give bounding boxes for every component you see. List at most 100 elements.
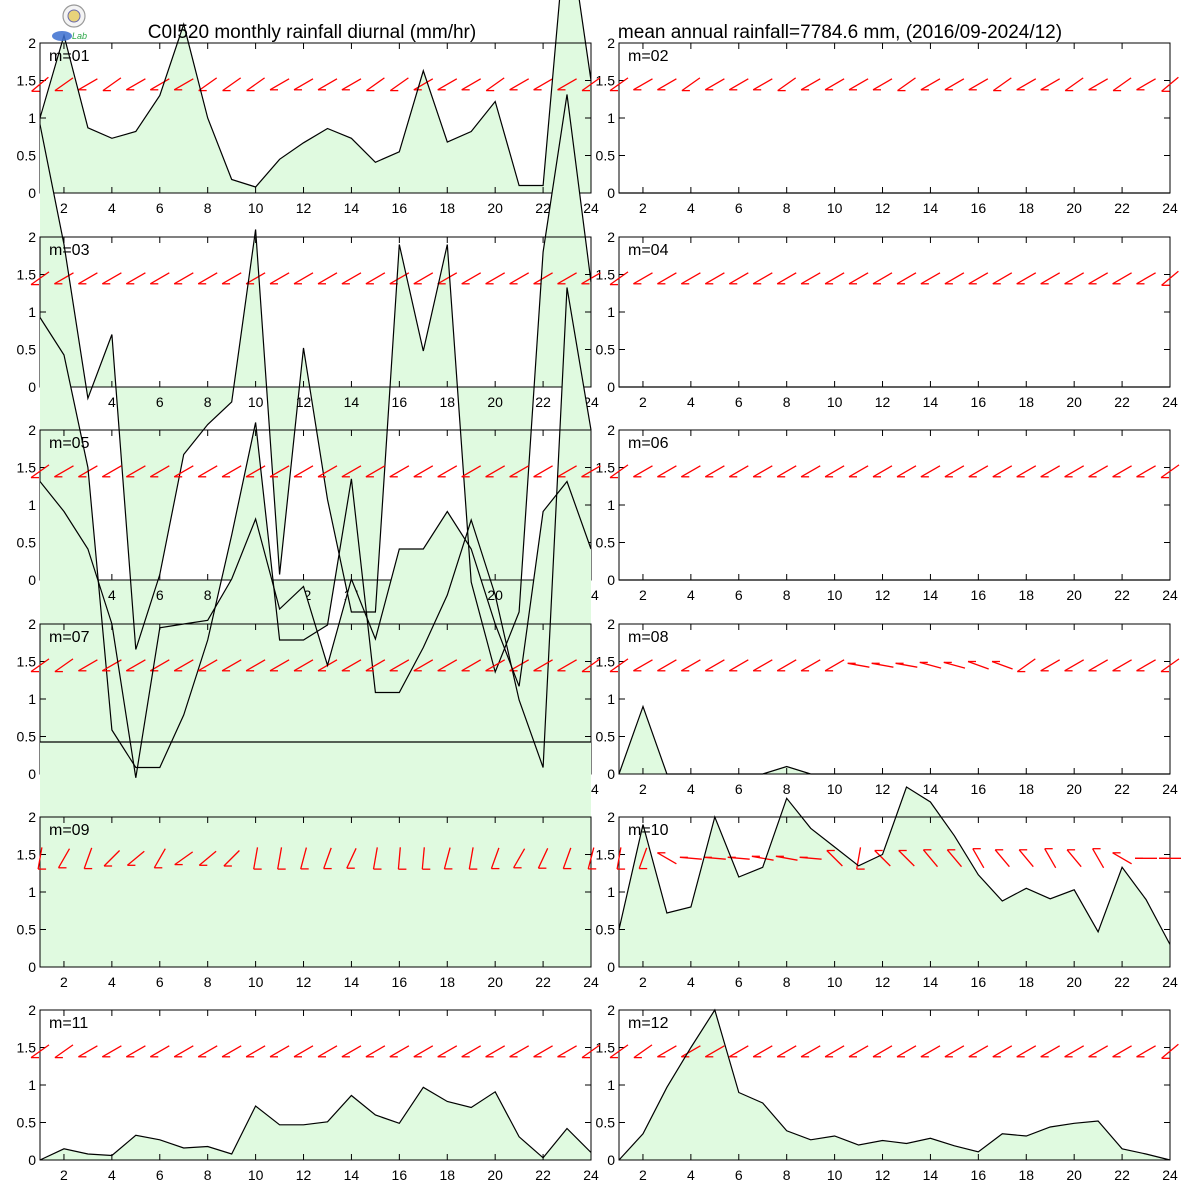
rain-line-m=03 [39,94,592,674]
wind-barb [126,850,145,866]
y-tick-label: 2 [28,229,36,245]
x-tick-label: 16 [392,394,408,410]
wind-barb [372,847,382,870]
wind-barb [1044,848,1057,869]
wind-barb [824,1045,845,1058]
rain-area-m=09 [40,742,591,967]
wind-barb [1112,272,1132,285]
wind-barb [293,1045,314,1058]
wind-barb [103,850,121,867]
wind-barb [944,1045,965,1058]
wind-barb [245,272,266,285]
panel-label: m=01 [49,48,90,65]
y-tick-label: 0.5 [596,1115,616,1131]
wind-barb [485,272,506,285]
x-tick-label: 16 [971,1167,987,1183]
wind-barb [223,850,240,867]
x-tick-label: 4 [687,587,695,603]
wind-barb [57,848,71,869]
y-tick-label: 0 [607,766,615,782]
x-tick-label: 20 [487,1167,503,1183]
wind-barb [609,77,629,92]
wind-barb [609,464,629,479]
wind-barb [509,78,530,91]
y-tick-label: 1.5 [17,267,37,283]
x-tick-label: 20 [1066,587,1082,603]
wind-barb [54,658,74,673]
wind-barb [872,1045,893,1058]
wind-barb [751,855,774,861]
wind-barb [728,1045,749,1058]
x-tick-label: 8 [783,587,791,603]
wind-barb [300,847,309,870]
rain-line-m=12 [618,1008,1171,1161]
wind-barb [468,847,478,870]
x-tick-label: 12 [875,587,891,603]
wind-barb [30,271,50,286]
panel-label: m=07 [49,629,90,646]
logo: Lab [52,4,87,41]
x-tick-label: 8 [204,394,212,410]
rain-line-m=08 [618,704,1170,775]
panel-label: m=06 [628,435,669,452]
wind-barb [197,659,218,672]
wind-barb [920,1045,941,1058]
wind-barb [293,465,314,478]
wind-barb [509,465,530,478]
x-tick-label: 22 [1114,974,1130,990]
y-tick-label: 0 [607,1152,615,1168]
wind-barb [1064,465,1085,478]
wind-barb [78,659,98,672]
wind-barb [513,848,526,869]
rain-area-m=12 [619,1010,1170,1160]
y-tick-label: 1 [607,884,615,900]
wind-barb [919,661,942,669]
x-tick-label: 22 [1114,587,1130,603]
wind-barb [824,78,845,91]
wind-barb [657,852,677,865]
wind-barb [269,272,290,285]
x-tick-label: 24 [1162,1167,1178,1183]
y-tick-label: 2 [607,229,615,245]
wind-barb [149,272,170,285]
wind-barb [1016,658,1036,673]
wind-barb [174,851,194,866]
y-tick-label: 1 [607,1077,615,1093]
wind-barb [509,272,530,285]
wind-barb [437,659,458,672]
logo-text: Lab [72,31,87,41]
wind-barb [461,1045,482,1058]
wind-barb [253,847,262,870]
y-tick-label: 0.5 [596,342,616,358]
wind-barb [920,272,941,285]
wind-barb [533,659,553,672]
x-tick-label: 16 [971,200,987,216]
wind-barb [557,272,577,285]
x-tick-label: 16 [971,974,987,990]
x-tick-label: 10 [248,1167,264,1183]
wind-barb [1064,1045,1085,1058]
y-tick-label: 0.5 [17,148,37,164]
panel-label: m=03 [49,242,90,259]
wind-barb [847,662,870,668]
wind-barb [944,465,965,478]
wind-barb [246,77,265,92]
y-tick-label: 0 [28,1152,36,1168]
y-tick-label: 1.5 [17,847,37,863]
y-tick-label: 2 [28,1002,36,1018]
x-tick-label: 24 [1162,394,1178,410]
x-tick-label: 2 [60,200,68,216]
wind-barb [1088,659,1109,672]
wind-barb [826,849,843,867]
y-tick-label: 0.5 [17,1115,37,1131]
wind-barb [1016,465,1037,478]
x-tick-label: 6 [156,1167,164,1183]
wind-barb [991,660,1013,670]
wind-barb [102,77,122,92]
panel-frame [618,623,1171,775]
wind-barb [341,1045,362,1058]
wind-barb [269,78,290,91]
wind-barb [848,78,869,91]
wind-barb [101,272,122,285]
wind-barb [413,1045,434,1058]
